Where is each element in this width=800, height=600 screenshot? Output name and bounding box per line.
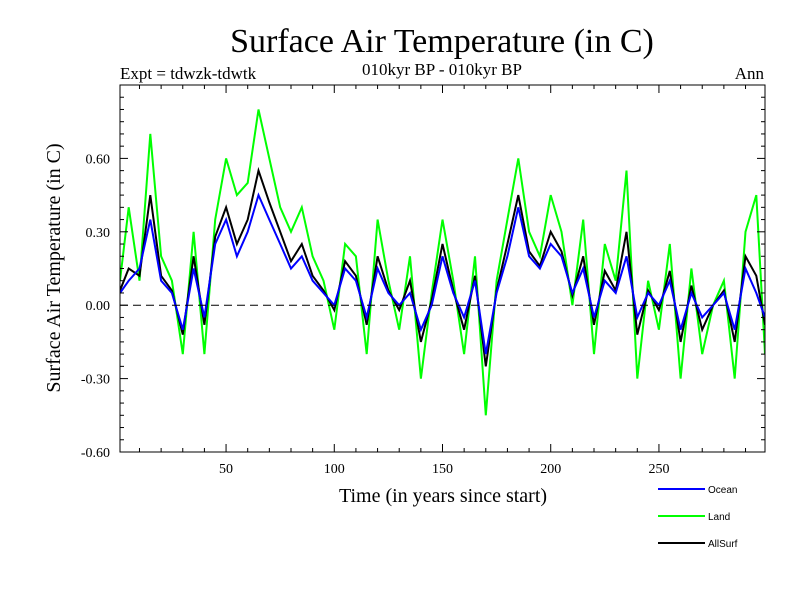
x-tick-label: 50 [219,462,233,477]
x-tick-label: 100 [324,462,345,477]
experiment-label: Expt = tdwzk-tdwtk [120,64,257,83]
legend-item-ocean: Ocean [658,485,737,496]
legend: Ocean Land AllSurf [658,485,738,550]
legend-label-land: Land [708,512,730,523]
x-tick-label: 250 [648,462,669,477]
y-tick-label: 0.00 [86,299,111,314]
y-tick-label: 0.30 [86,226,111,241]
y-tick-label: -0.30 [81,373,110,388]
y-tick-label: 0.60 [86,152,111,167]
plot-frame [119,84,766,453]
season-label: Ann [735,64,765,83]
chart-subtitle: 010kyr BP - 010kyr BP [362,60,522,79]
legend-item-allsurf: AllSurf [658,539,738,550]
x-tick-label: 150 [432,462,453,477]
chart-title: Surface Air Temperature (in C) [230,23,654,60]
series-line-allsurf [120,166,765,367]
x-axis-label: Time (in years since start) [339,485,547,507]
plot-area: -0.60 -0.30 0.00 0.30 0.60 50 100 150 200 250 [81,84,766,477]
series-line-land [120,109,765,416]
legend-label-allsurf: AllSurf [708,539,738,550]
legend-label-ocean: Ocean [708,485,737,496]
y-tick-label: -0.60 [81,446,110,461]
x-tick-label: 200 [540,462,561,477]
legend-item-land: Land [658,512,730,523]
y-axis-label: Surface Air Temperature (in C) [43,143,65,392]
